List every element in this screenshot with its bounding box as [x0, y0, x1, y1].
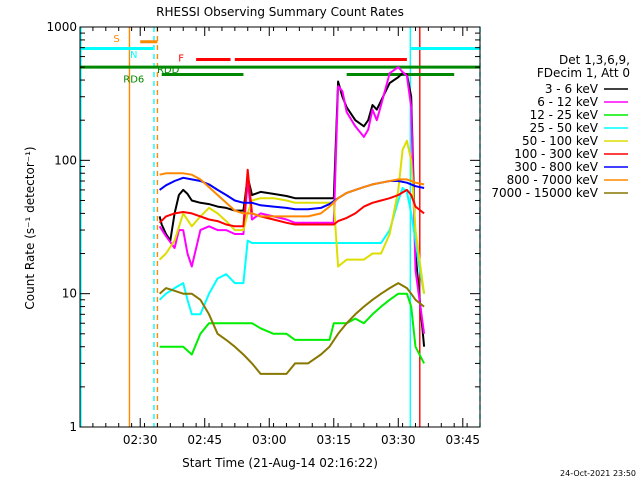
y-tick-label: 100 [54, 153, 77, 167]
y-tick-label: 1000 [46, 20, 77, 34]
y-axis-label: Count Rate (s⁻¹ detector⁻¹) [23, 146, 37, 309]
state-bar-label-0: S [113, 34, 119, 45]
legend-label: 50 - 100 keV [522, 134, 599, 148]
series-line-1 [158, 66, 426, 334]
x-tick-label: 03:45 [445, 433, 480, 447]
legend-label: 7000 - 15000 keV [491, 186, 598, 200]
state-bar-label-3: RDD [157, 65, 180, 76]
state-bar-label-2: F [178, 54, 184, 65]
x-tick-label: 02:30 [123, 433, 158, 447]
legend-label: 3 - 6 keV [545, 82, 599, 96]
legend-label: 100 - 300 keV [514, 147, 598, 161]
series-line-2 [159, 292, 425, 364]
state-bar-label-4: RD6 [123, 75, 144, 86]
legend-label: 6 - 12 keV [537, 95, 599, 109]
series-line-5 [158, 168, 425, 228]
y-tick-label: 1 [69, 420, 77, 434]
series-line-0 [158, 72, 426, 347]
x-axis-label: Start Time (21-Aug-14 02:16:22) [182, 456, 378, 470]
x-tick-label: 03:00 [252, 433, 287, 447]
x-tick-label: 03:15 [316, 433, 351, 447]
legend-label: 25 - 50 keV [530, 121, 599, 135]
legend-header: Det 1,3,6,9, [559, 53, 630, 67]
legend-label: 12 - 25 keV [530, 108, 599, 122]
plot-frame [79, 26, 481, 428]
series-line-3 [158, 187, 426, 316]
chart-title: RHESSI Observing Summary Count Rates [156, 5, 404, 19]
footer-date: 24-Oct-2021 23:50 [560, 469, 636, 478]
series-line-7 [159, 172, 425, 218]
series-line-8 [158, 282, 425, 375]
x-tick-label: 02:45 [187, 433, 222, 447]
legend-label: 300 - 800 keV [514, 160, 598, 174]
state-bar-label-1: N [130, 50, 137, 61]
series-line-4 [158, 139, 426, 294]
legend-header: FDecim 1, Att 0 [537, 66, 630, 80]
y-tick-label: 10 [62, 287, 77, 301]
legend-label: 800 - 7000 keV [507, 173, 599, 187]
x-tick-label: 03:30 [381, 433, 416, 447]
